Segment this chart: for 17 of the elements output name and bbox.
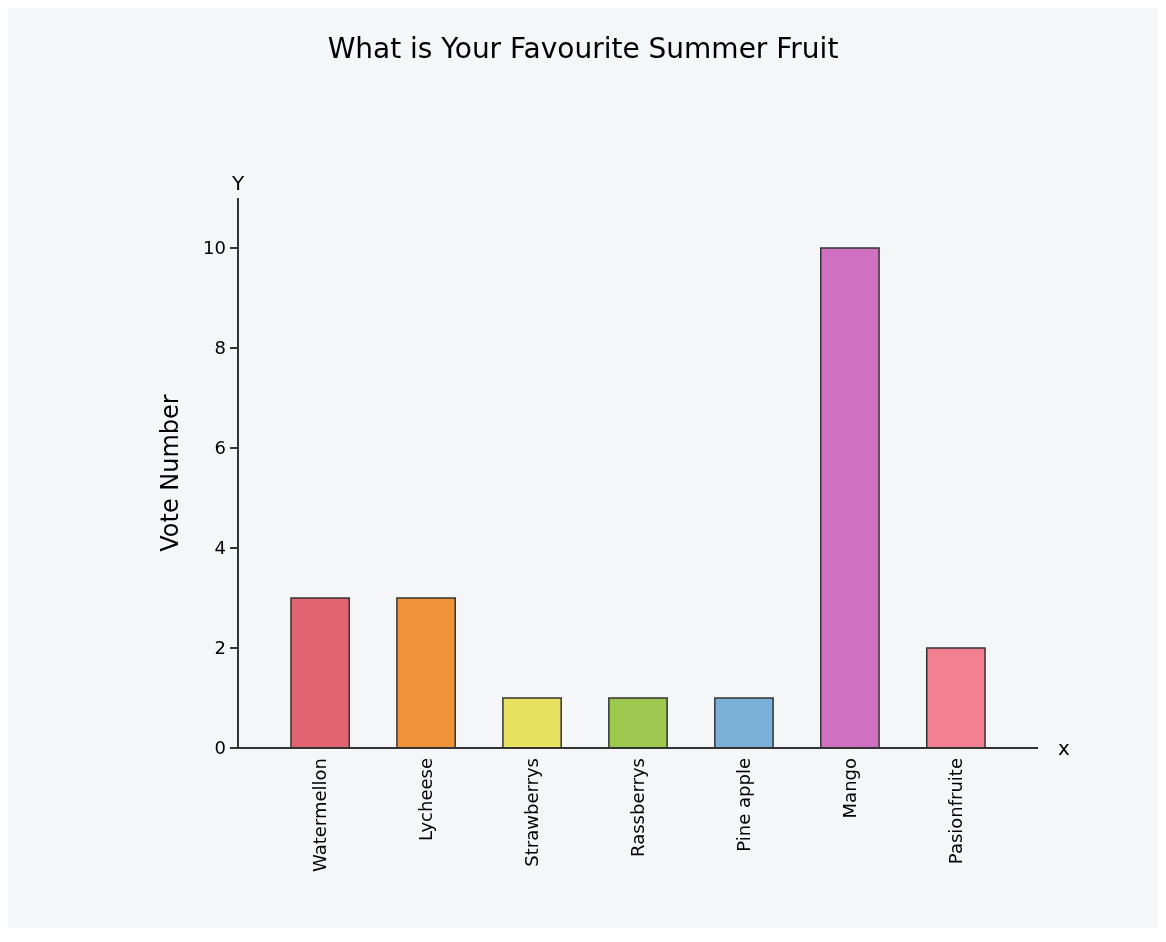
y-axis-title: Vote Number — [156, 394, 184, 552]
y-tick-label: 4 — [214, 537, 226, 559]
y-tick-label: 2 — [214, 637, 226, 659]
x-tick-label: Pasionfruite — [945, 758, 967, 865]
x-tick-label: Mango — [839, 758, 861, 819]
text: x — [1058, 736, 1070, 760]
y-tick-label: 6 — [214, 437, 226, 459]
chart-title: What is Your Favourite Summer Fruit — [327, 32, 839, 65]
y-tick-label: 0 — [214, 737, 226, 759]
y-tick-label: 8 — [214, 337, 226, 359]
x-tick-label: Lycheese — [415, 758, 437, 841]
y-tick-label: 10 — [203, 237, 226, 259]
text: Y — [230, 171, 245, 195]
x-tick-label: Strawberrys — [521, 758, 543, 867]
x-tick-label: Watermellon — [309, 758, 331, 872]
x-tick-label: Rassberrys — [627, 758, 649, 857]
x-tick-label: Pine apple — [733, 758, 755, 852]
